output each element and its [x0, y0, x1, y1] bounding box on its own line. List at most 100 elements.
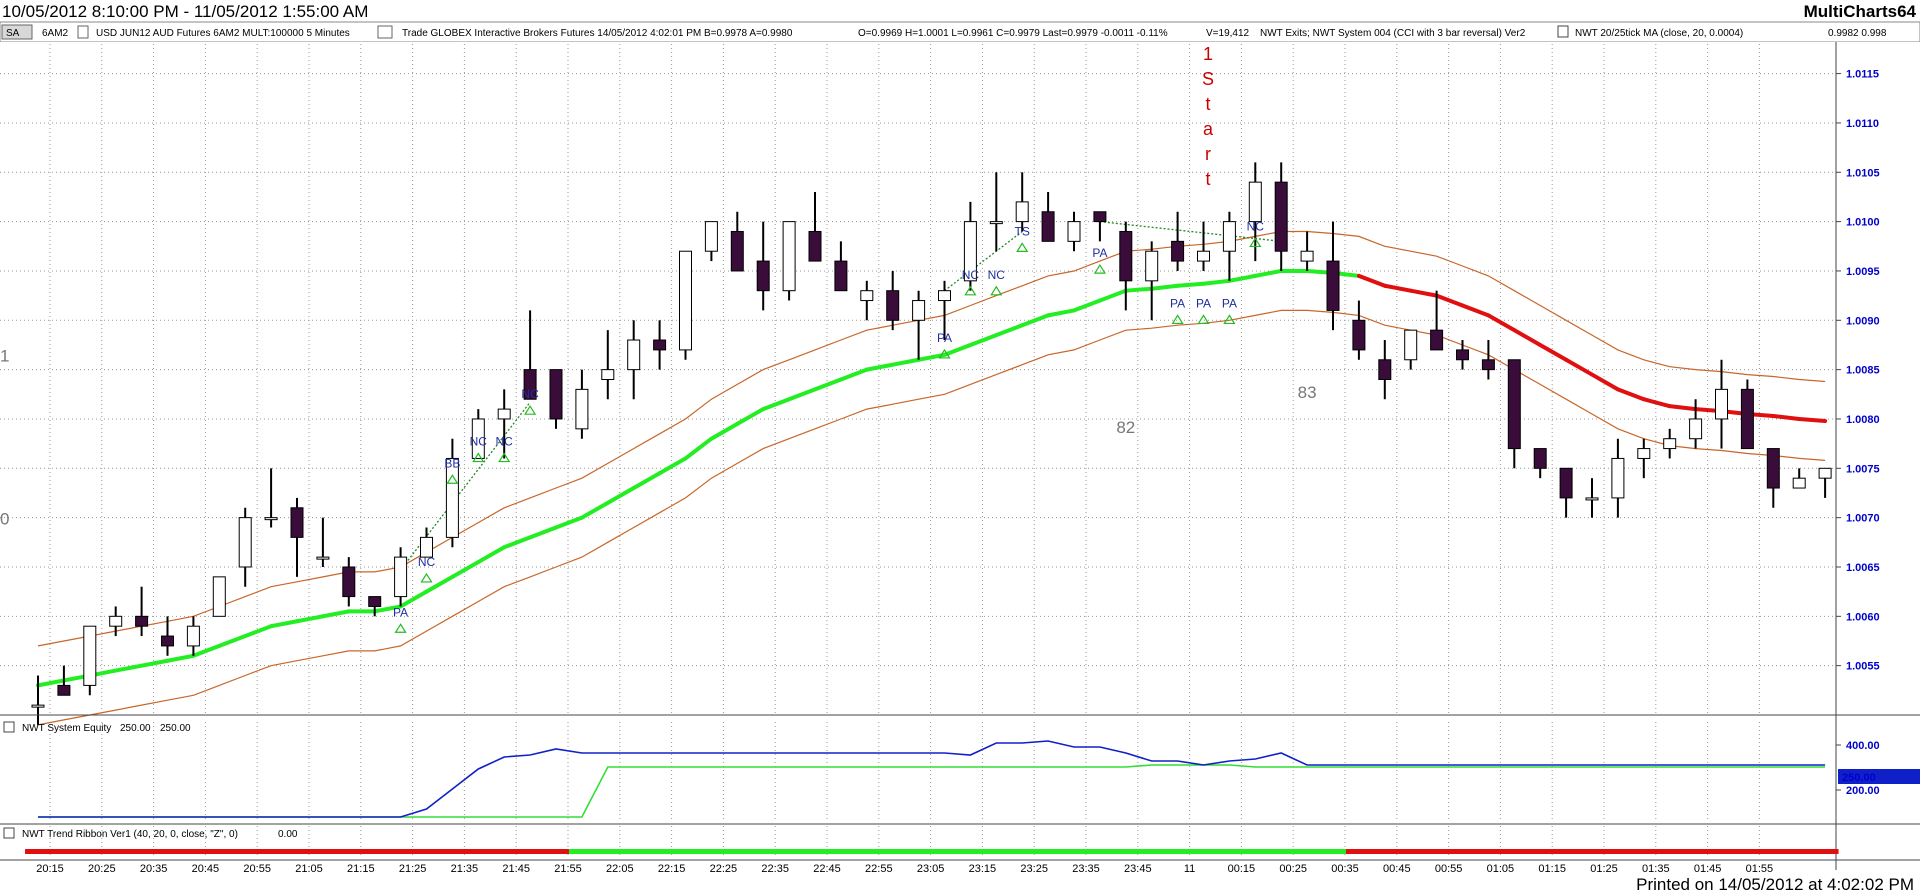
candle-body [238, 517, 252, 568]
ribbon-segment [232, 849, 259, 854]
x-tick-label: 23:15 [969, 863, 997, 875]
candle-body [1222, 221, 1236, 252]
ma-segment [1072, 298, 1102, 313]
ribbon-segment [1112, 849, 1140, 854]
candle-body [1378, 359, 1392, 381]
ribbon-segment [879, 849, 907, 854]
equity-current-label: 250.00 [1842, 772, 1876, 784]
y-tick-label: 1.0090 [1846, 315, 1880, 327]
candle-body [31, 704, 45, 708]
candle-body [1067, 221, 1081, 242]
ma-segment [1356, 273, 1387, 288]
x-tick-label: 23:05 [917, 863, 945, 875]
equity-y-label: 200.00 [1846, 785, 1880, 797]
candle-body [1637, 448, 1651, 459]
candle-body [1559, 467, 1573, 499]
x-tick-label: 01:35 [1642, 863, 1670, 875]
start-label-char: 1 [1203, 44, 1213, 64]
ribbon-segment [465, 849, 492, 854]
candle-body [1481, 359, 1495, 371]
x-tick-label: 01:45 [1694, 863, 1722, 875]
ribbon-segment [1553, 849, 1580, 854]
ma-segment [890, 357, 921, 367]
ribbon-segment [802, 849, 829, 854]
ma-segment [450, 560, 481, 579]
trade-marker-label: BB [444, 456, 460, 470]
trade-marker-triangle [938, 348, 951, 359]
candle-body [627, 339, 641, 371]
x-tick-label: 21:45 [502, 863, 530, 875]
candle-body [420, 536, 433, 558]
trade-marker-label: PA [1222, 296, 1237, 310]
ribbon-segment [180, 849, 207, 854]
candle-body [342, 566, 356, 598]
ma-segment [631, 471, 662, 491]
candle-body [938, 290, 951, 302]
x-tick-label: 22:25 [710, 863, 738, 875]
ma-segment [787, 387, 817, 402]
candle-body [704, 221, 718, 252]
ma-segment [1123, 286, 1154, 293]
trade-dropdown [377, 25, 393, 39]
candle-body [83, 625, 97, 686]
symbol-dropdown [77, 25, 89, 39]
ma-segment [1175, 281, 1206, 288]
trade-marker-triangle [524, 405, 537, 415]
ribbon-segment [1216, 849, 1243, 854]
trade-info: Trade GLOBEX Interactive Brokers Futures… [402, 28, 793, 39]
start-label-char: a [1203, 119, 1214, 139]
ribbon-segment [983, 849, 1010, 854]
ribbon-segment [1345, 849, 1373, 854]
ma-segment [1408, 288, 1439, 298]
candle-body [1715, 388, 1728, 420]
ribbon-segment [102, 849, 130, 854]
ribbon-segment [1501, 849, 1528, 854]
ma-segment [968, 333, 999, 347]
x-tick-label: 22:15 [658, 863, 686, 875]
ribbon-segment [568, 849, 596, 854]
ma-segment [243, 624, 274, 639]
ma-values: 0.9982 0.998 [1828, 28, 1887, 39]
ma-segment [424, 574, 455, 594]
printed-timestamp: Printed on 14/05/2012 at 4:02:02 PM [1636, 875, 1914, 894]
ma-segment [1382, 283, 1413, 293]
candle-body [1430, 329, 1444, 351]
candle-body [886, 290, 900, 321]
ribbon-segment [1449, 849, 1476, 854]
x-tick-label: 21:55 [554, 863, 582, 875]
start-label-char: t [1205, 94, 1210, 114]
candle-body [135, 615, 149, 627]
ma-segment [838, 367, 869, 382]
ma-segment [191, 643, 222, 658]
app-name: MultiCharts64 [1803, 2, 1916, 21]
candle-body [368, 596, 382, 607]
ma-segment [528, 525, 558, 540]
x-tick-label: 21:15 [347, 863, 375, 875]
trade-marker-triangle [990, 285, 1003, 296]
ma-segment [735, 407, 766, 426]
x-tick-label: 23:25 [1020, 863, 1048, 875]
ribbon-segment [128, 849, 156, 854]
candle-body [264, 517, 278, 521]
candle-body [290, 507, 304, 538]
ribbon-segment [698, 849, 725, 854]
candle-body [1456, 349, 1469, 361]
ma-segment [1512, 328, 1543, 347]
candle-body [756, 260, 770, 292]
ribbon-segment [957, 849, 984, 854]
ma-segment [1227, 273, 1258, 283]
candle-body [860, 290, 874, 302]
volume-info: V=19,412 [1206, 28, 1250, 39]
ma-segment [217, 634, 248, 648]
ribbon-label: NWT Trend Ribbon Ver1 (40, 20, 0, close,… [22, 829, 238, 840]
candle-body [653, 339, 667, 351]
x-tick-label: 11 [1184, 863, 1195, 875]
ma-segment [113, 663, 144, 673]
candle-body [1766, 448, 1780, 489]
ribbon-segment [1579, 849, 1606, 854]
candle-body [186, 625, 200, 647]
ribbon-close-box [3, 827, 15, 839]
ma-segment [372, 604, 403, 614]
x-tick-label: 00:25 [1279, 863, 1307, 875]
upper-band [37, 230, 1826, 647]
